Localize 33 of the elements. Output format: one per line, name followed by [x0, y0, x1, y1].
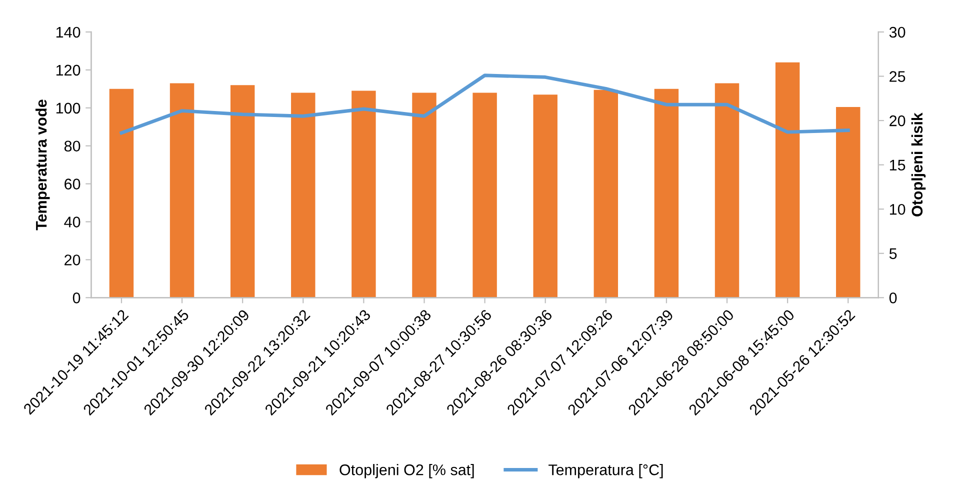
bar — [775, 62, 800, 298]
bar — [291, 92, 316, 298]
y-tick-label: 60 — [64, 178, 80, 190]
bar — [352, 90, 376, 298]
y-tick-label: 0 — [72, 292, 80, 304]
y-axis-title: Temperatura vode — [36, 100, 50, 230]
y2-tick-label: 5 — [889, 248, 897, 260]
bar — [836, 106, 860, 298]
bar — [714, 83, 740, 298]
bar — [594, 90, 618, 298]
y-tick-label: 20 — [64, 254, 80, 266]
y2-tick-label: 15 — [890, 160, 906, 171]
bar — [412, 92, 436, 298]
bar — [472, 92, 497, 298]
y-tick-label: 100 — [56, 102, 80, 114]
y2-tick-label: 10 — [890, 204, 906, 215]
bar — [533, 94, 558, 298]
y2-axis-title: Otopljeni kisik — [911, 112, 926, 216]
y2-tick-label: 20 — [890, 115, 906, 126]
y2-tick-label: 0 — [889, 292, 897, 304]
bar — [230, 85, 255, 298]
line-series — [120, 74, 850, 135]
y-tick-label: 140 — [56, 26, 80, 38]
y-tick-label: 120 — [56, 64, 80, 76]
bar — [654, 88, 679, 298]
y-tick-label: 80 — [64, 140, 80, 152]
bar — [170, 83, 194, 298]
legend-label: Temperatura [°C] — [548, 464, 663, 478]
y2-tick-label: 25 — [890, 71, 906, 82]
y2-tick-label: 30 — [889, 26, 906, 38]
y-tick-label: 40 — [64, 216, 80, 228]
legend-label: Otopljeni O2 [% sat] — [340, 464, 474, 478]
bar — [109, 88, 134, 298]
